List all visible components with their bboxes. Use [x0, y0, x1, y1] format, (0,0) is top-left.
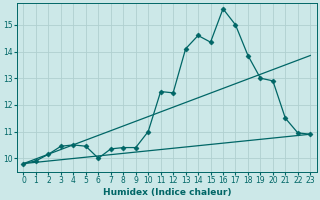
X-axis label: Humidex (Indice chaleur): Humidex (Indice chaleur) — [103, 188, 231, 197]
